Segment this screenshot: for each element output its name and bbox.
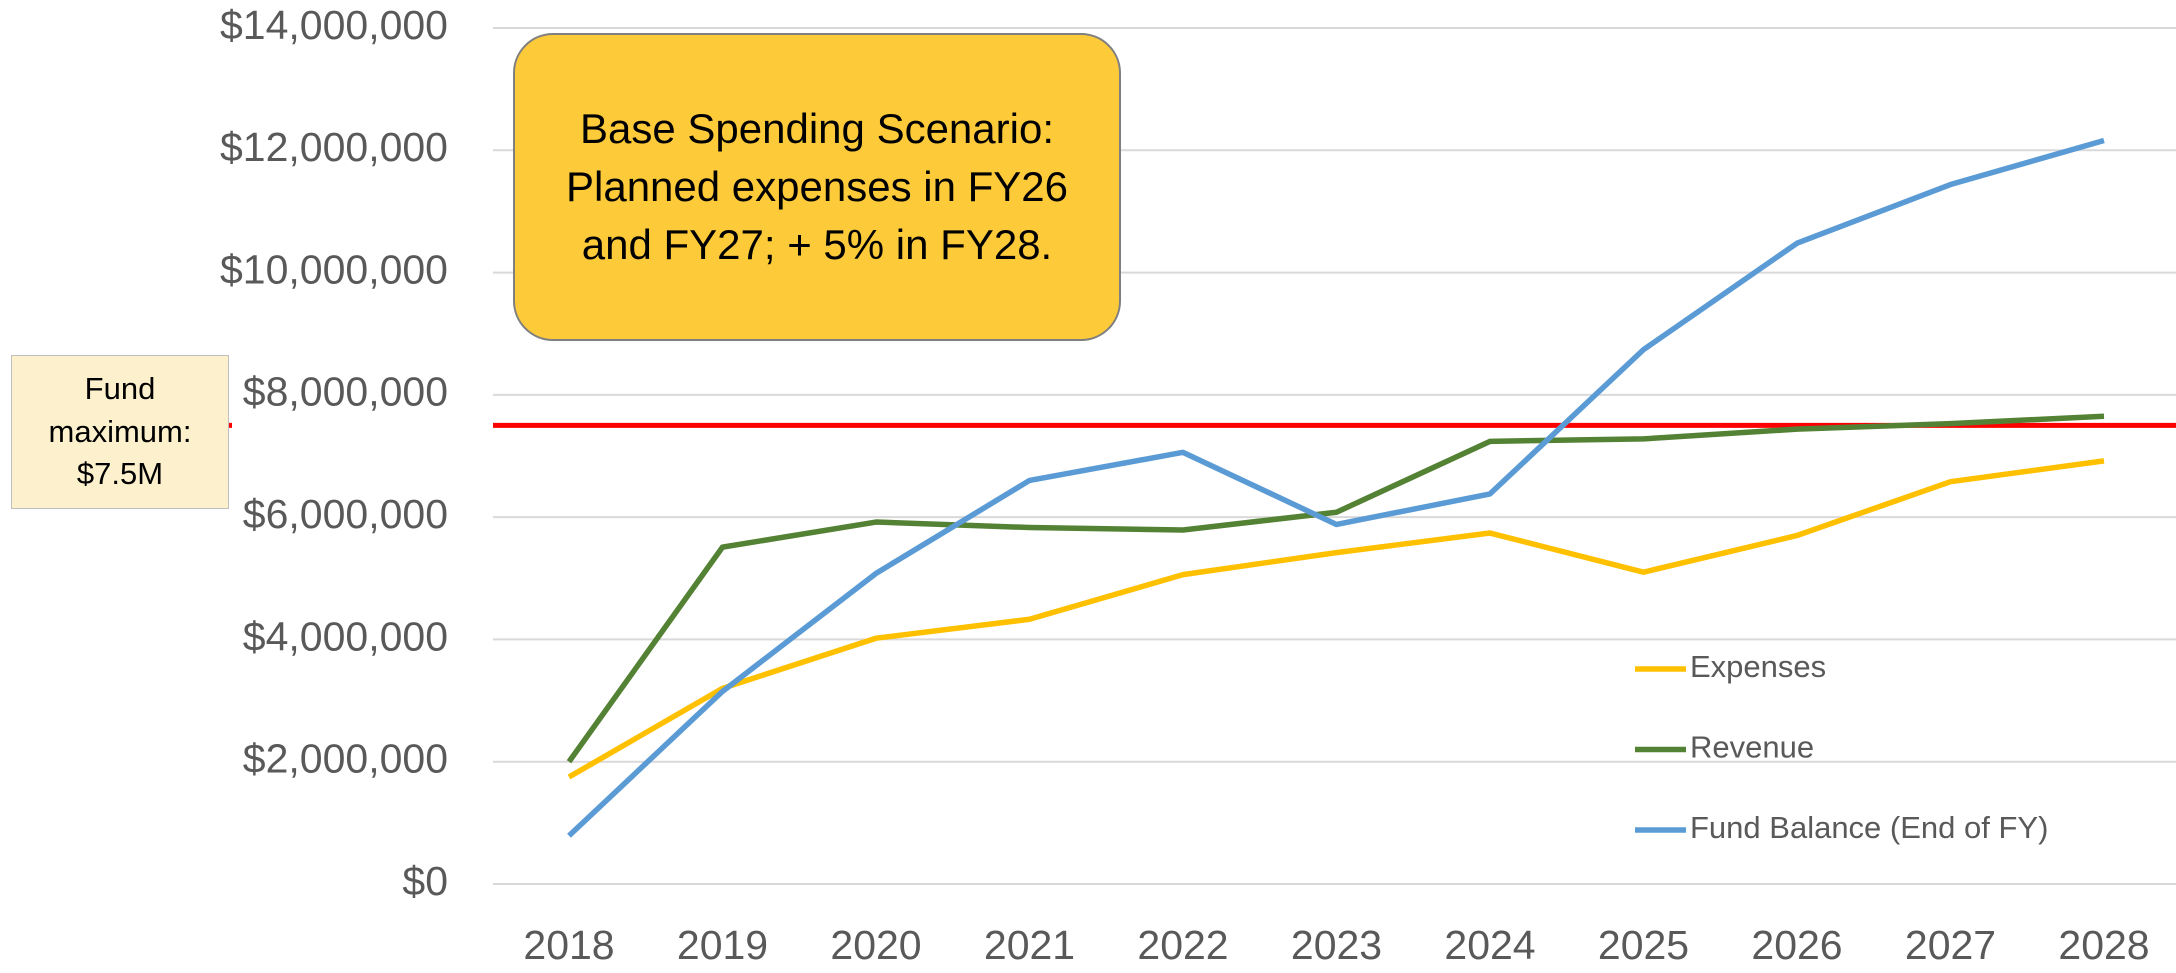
y-tick-label: $4,000,000 (243, 613, 448, 659)
x-tick-label: 2022 (1137, 922, 1228, 968)
x-tick-label: 2020 (830, 922, 921, 968)
x-tick-label: 2021 (984, 922, 1075, 968)
x-tick-label: 2028 (2058, 922, 2149, 968)
legend-label: Revenue (1690, 730, 1814, 765)
y-tick-label: $0 (402, 858, 448, 904)
series-line (567, 458, 2105, 780)
y-tick-label: $8,000,000 (243, 369, 448, 415)
annotation: Base Spending Scenario: Planned expenses… (513, 33, 1121, 341)
y-tick-label: $10,000,000 (220, 246, 448, 292)
y-tick-label: $2,000,000 (243, 736, 448, 782)
x-tick-label: 2023 (1291, 922, 1382, 968)
series-line (566, 413, 2105, 764)
y-tick-label: $6,000,000 (243, 491, 448, 537)
legend-label: Fund Balance (End of FY) (1690, 810, 2048, 845)
series-line (567, 137, 2105, 838)
legend-label: Expenses (1690, 649, 1826, 684)
x-tick-label: 2019 (677, 922, 768, 968)
threshold-label: Fund maximum: $7.5M (11, 355, 229, 509)
y-tick-label: $12,000,000 (220, 124, 448, 170)
x-tick-label: 2024 (1444, 922, 1535, 968)
x-tick-label: 2026 (1751, 922, 1842, 968)
y-tick-label: $14,000,000 (220, 2, 448, 48)
x-tick-label: 2018 (523, 922, 614, 968)
x-tick-label: 2025 (1598, 922, 1689, 968)
x-tick-label: 2027 (1905, 922, 1996, 968)
